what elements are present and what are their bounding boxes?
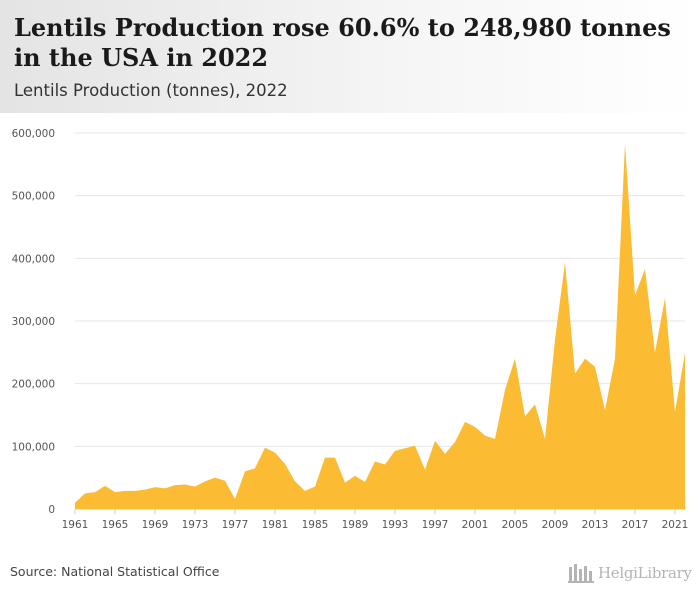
x-tick-label: 2013: [582, 519, 609, 531]
y-tick-label: 200,000: [12, 379, 55, 391]
data-point-1982[interactable]: [283, 462, 287, 466]
data-point-1995[interactable]: [413, 444, 417, 448]
data-point-2018[interactable]: [643, 267, 647, 271]
data-point-1998[interactable]: [443, 452, 447, 456]
x-tick-label: 1989: [342, 519, 369, 531]
data-point-1990[interactable]: [363, 480, 367, 484]
data-point-1988[interactable]: [343, 481, 347, 485]
data-point-1965[interactable]: [113, 490, 117, 494]
data-point-2003[interactable]: [493, 437, 497, 441]
library-icon: [568, 564, 594, 583]
data-point-2008[interactable]: [543, 437, 547, 441]
data-point-2011[interactable]: [573, 372, 577, 376]
data-point-1985[interactable]: [313, 484, 317, 488]
data-point-1984[interactable]: [303, 489, 307, 493]
y-axis: 0 100,000 200,000 300,000 400,000 500,000 600,…: [12, 128, 55, 516]
x-tick-label: 1973: [182, 519, 209, 531]
x-tick-label: 1981: [262, 519, 289, 531]
data-point-1971[interactable]: [173, 483, 177, 487]
data-point-1993[interactable]: [393, 449, 397, 453]
data-point-1979[interactable]: [253, 466, 257, 470]
data-point-2009[interactable]: [553, 338, 557, 342]
data-point-1968[interactable]: [143, 488, 147, 492]
y-tick-label: 0: [48, 504, 55, 516]
plot-area: [73, 142, 687, 509]
data-point-2015[interactable]: [613, 357, 617, 361]
data-point-2002[interactable]: [483, 434, 487, 438]
data-point-1966[interactable]: [123, 489, 127, 493]
data-point-1976[interactable]: [223, 479, 227, 483]
y-tick-label: 100,000: [12, 441, 55, 453]
x-tick-label: 1961: [62, 519, 89, 531]
data-point-1962[interactable]: [83, 491, 87, 495]
y-tick-label: 500,000: [12, 191, 55, 203]
x-tick-label: 2021: [662, 519, 689, 531]
x-tick-label: 1985: [302, 519, 329, 531]
data-point-1980[interactable]: [263, 446, 267, 450]
area-chart: 0 100,000 200,000 300,000 400,000 500,000 600,…: [12, 128, 689, 531]
y-tick-label: 300,000: [12, 316, 55, 328]
data-point-2007[interactable]: [533, 402, 537, 406]
series-area: [75, 144, 685, 509]
x-tick-label: 1969: [142, 519, 169, 531]
data-point-2005[interactable]: [513, 357, 517, 361]
data-point-2013[interactable]: [593, 365, 597, 369]
data-point-2019[interactable]: [653, 350, 657, 354]
data-point-1999[interactable]: [453, 440, 457, 444]
y-tick-label: 600,000: [12, 128, 55, 140]
data-point-2020[interactable]: [663, 296, 667, 300]
data-point-1977[interactable]: [233, 497, 237, 501]
data-point-1989[interactable]: [353, 474, 357, 478]
data-point-2016[interactable]: [623, 142, 627, 146]
x-tick-label: 2005: [502, 519, 529, 531]
data-point-1973[interactable]: [193, 484, 197, 488]
y-tick-label: 400,000: [12, 253, 55, 265]
chart-title: Lentils Production rose 60.6% to 248,980…: [14, 13, 671, 72]
data-point-2012[interactable]: [583, 357, 587, 361]
data-point-2022[interactable]: [683, 351, 687, 355]
data-point-2014[interactable]: [603, 408, 607, 412]
x-tick-label: 2009: [542, 519, 569, 531]
data-point-1974[interactable]: [203, 479, 207, 483]
data-point-1961[interactable]: [73, 501, 77, 505]
data-point-1991[interactable]: [373, 459, 377, 463]
x-tick-label: 2001: [462, 519, 489, 531]
helgilibrary-logo[interactable]: HelgiLibrary: [568, 560, 692, 586]
data-point-1992[interactable]: [383, 463, 387, 467]
gridlines: [75, 132, 685, 510]
data-point-1975[interactable]: [213, 476, 217, 480]
x-tick-label: 1993: [382, 519, 409, 531]
data-point-2021[interactable]: [673, 410, 677, 414]
data-point-2017[interactable]: [633, 293, 637, 297]
data-point-1972[interactable]: [183, 483, 187, 487]
data-point-1964[interactable]: [103, 484, 107, 488]
data-point-2004[interactable]: [503, 388, 507, 392]
data-point-1994[interactable]: [403, 446, 407, 450]
data-point-2000[interactable]: [463, 420, 467, 424]
data-point-1983[interactable]: [293, 479, 297, 483]
data-point-1963[interactable]: [93, 490, 97, 494]
header: Lentils Production rose 60.6% to 248,980…: [0, 0, 700, 113]
data-point-2006[interactable]: [523, 414, 527, 418]
data-point-1986[interactable]: [323, 456, 327, 460]
logo-text: HelgiLibrary: [598, 564, 692, 582]
data-point-1996[interactable]: [423, 468, 427, 472]
data-point-1969[interactable]: [153, 485, 157, 489]
data-point-1967[interactable]: [133, 489, 137, 493]
x-tick-label: 1977: [222, 519, 249, 531]
x-tick-label: 2017: [622, 519, 649, 531]
x-tick-label: 1997: [422, 519, 449, 531]
data-point-1970[interactable]: [163, 486, 167, 490]
source-note: Source: National Statistical Office: [10, 564, 220, 579]
data-point-1997[interactable]: [433, 439, 437, 443]
data-point-1987[interactable]: [333, 456, 337, 460]
x-tick-label: 1965: [102, 519, 129, 531]
chart-subtitle: Lentils Production (tonnes), 2022: [14, 81, 288, 100]
data-point-2001[interactable]: [473, 425, 477, 429]
data-point-1981[interactable]: [273, 451, 277, 455]
x-axis: 1961 1965 1969 1973 1977 1981 1985 1989 1993 1997…: [62, 509, 689, 531]
data-point-2010[interactable]: [563, 260, 567, 264]
data-point-1978[interactable]: [243, 469, 247, 473]
